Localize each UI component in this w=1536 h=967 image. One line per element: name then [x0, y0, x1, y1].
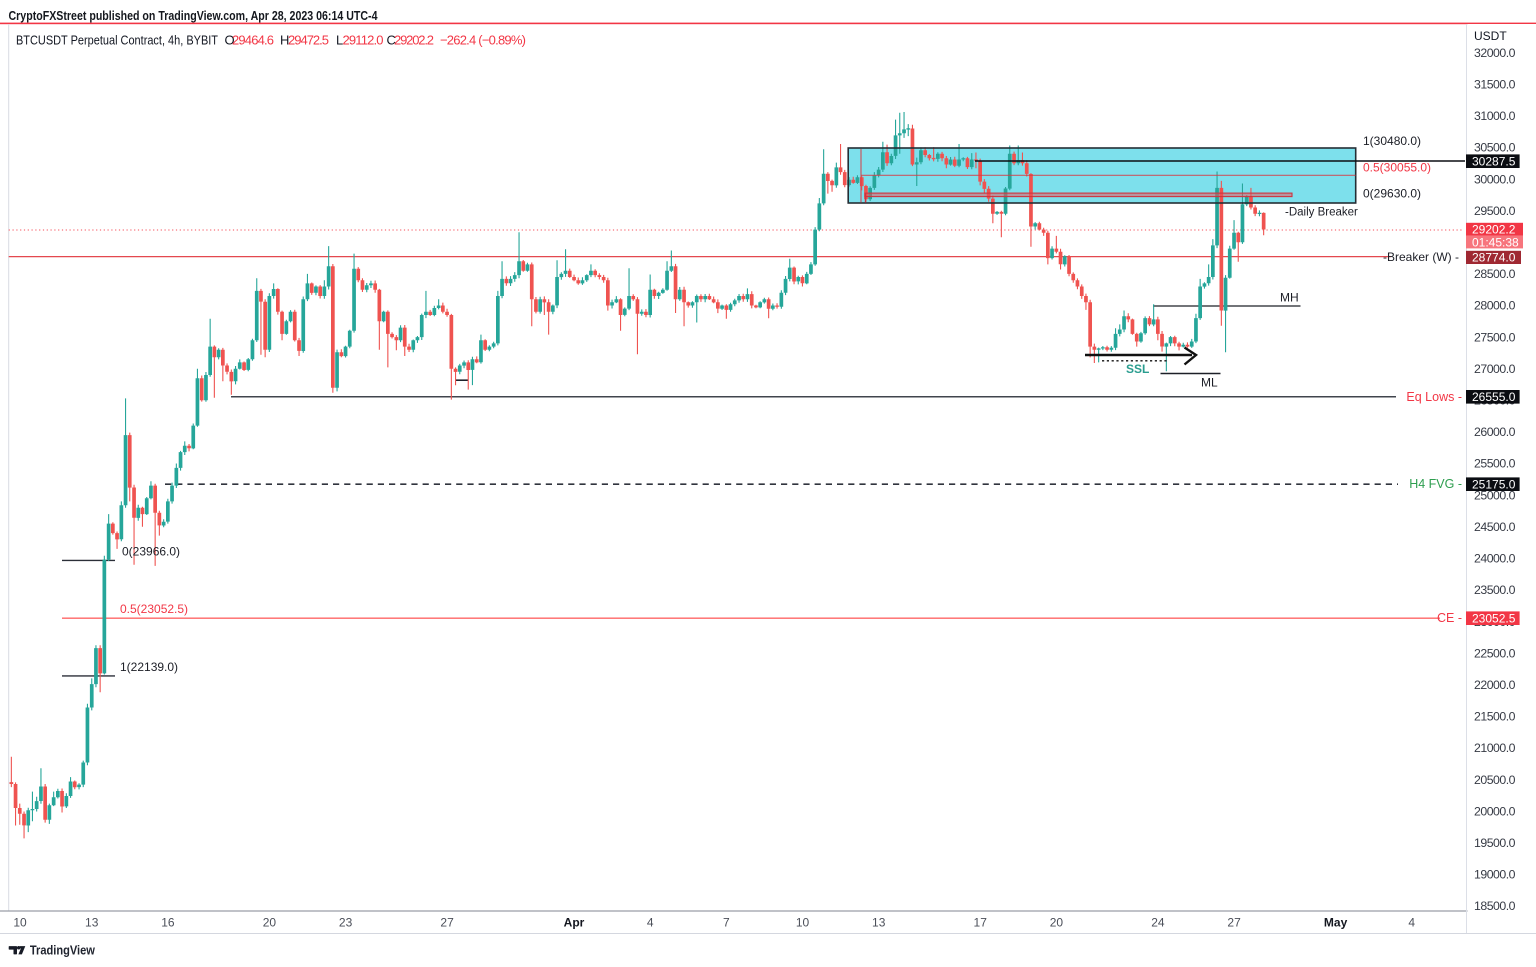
svg-text:27000.0: 27000.0: [1474, 362, 1516, 376]
svg-text:1(30480.0): 1(30480.0): [1363, 134, 1421, 148]
svg-text:10: 10: [796, 916, 810, 930]
svg-text:29202.2: 29202.2: [394, 33, 434, 48]
svg-text:0(23966.0): 0(23966.0): [122, 544, 180, 558]
svg-text:29112.0: 29112.0: [343, 33, 384, 48]
svg-text:7: 7: [723, 916, 730, 930]
svg-text:26555.0: 26555.0: [1472, 390, 1516, 404]
svg-text:29464.6: 29464.6: [232, 33, 274, 48]
svg-text:C: C: [387, 33, 396, 48]
svg-text:13: 13: [85, 916, 99, 930]
svg-text:CE -: CE -: [1437, 611, 1462, 625]
svg-text:23: 23: [339, 916, 353, 930]
svg-text:29472.5: 29472.5: [288, 33, 329, 48]
svg-text:32000.0: 32000.0: [1474, 46, 1516, 60]
svg-text:4: 4: [1408, 916, 1415, 930]
svg-text:TradingView: TradingView: [30, 943, 96, 958]
svg-text:USDT: USDT: [1474, 29, 1507, 43]
svg-text:28774.0: 28774.0: [1472, 251, 1516, 265]
svg-text:27: 27: [1227, 916, 1241, 930]
svg-text:20500.0: 20500.0: [1474, 773, 1516, 787]
svg-text:26000.0: 26000.0: [1474, 425, 1516, 439]
svg-text:30000.0: 30000.0: [1474, 172, 1516, 186]
svg-text:31000.0: 31000.0: [1474, 109, 1516, 123]
svg-text:18500.0: 18500.0: [1474, 899, 1516, 913]
svg-text:20: 20: [263, 916, 277, 930]
svg-text:20: 20: [1050, 916, 1064, 930]
svg-text:28000.0: 28000.0: [1474, 299, 1516, 313]
svg-text:27500.0: 27500.0: [1474, 330, 1516, 344]
svg-text:22000.0: 22000.0: [1474, 678, 1516, 692]
svg-text:21000.0: 21000.0: [1474, 741, 1516, 755]
svg-text:Apr: Apr: [564, 916, 585, 930]
svg-text:ML: ML: [1201, 376, 1218, 390]
svg-text:23052.5: 23052.5: [1472, 611, 1516, 625]
svg-text:25175.0: 25175.0: [1472, 477, 1516, 491]
svg-text:17: 17: [974, 916, 988, 930]
svg-text:4: 4: [647, 916, 654, 930]
svg-text:25500.0: 25500.0: [1474, 457, 1516, 471]
svg-text:BTCUSDT Perpetual Contract, 4h: BTCUSDT Perpetual Contract, 4h, BYBIT: [16, 33, 218, 48]
svg-text:MH: MH: [1280, 291, 1299, 305]
svg-text:19500.0: 19500.0: [1474, 836, 1516, 850]
svg-text:22500.0: 22500.0: [1474, 646, 1516, 660]
svg-text:29500.0: 29500.0: [1474, 204, 1516, 218]
svg-text:SSL: SSL: [1126, 362, 1149, 376]
svg-text:−262.4 (−0.89%): −262.4 (−0.89%): [440, 33, 526, 48]
svg-text:1(22139.0): 1(22139.0): [120, 660, 178, 674]
svg-text:May: May: [1324, 916, 1348, 930]
svg-text:0.5(30055.0): 0.5(30055.0): [1363, 161, 1431, 175]
svg-text:29202.2: 29202.2: [1472, 223, 1516, 237]
svg-text:0(29630.0): 0(29630.0): [1363, 187, 1421, 201]
svg-text:20000.0: 20000.0: [1474, 804, 1516, 818]
svg-text:-Breaker (W) -: -Breaker (W) -: [1383, 250, 1459, 264]
svg-text:30287.5: 30287.5: [1472, 154, 1516, 168]
svg-text:21500.0: 21500.0: [1474, 710, 1516, 724]
svg-text:O: O: [225, 33, 235, 48]
svg-text:10: 10: [13, 916, 27, 930]
svg-text:24500.0: 24500.0: [1474, 520, 1516, 534]
svg-text:CryptoFXStreet published on Tr: CryptoFXStreet published on TradingView.…: [9, 8, 379, 23]
svg-text:24000.0: 24000.0: [1474, 552, 1516, 566]
svg-text:30500.0: 30500.0: [1474, 141, 1516, 155]
svg-text:31500.0: 31500.0: [1474, 77, 1516, 91]
svg-text:H4 FVG -: H4 FVG -: [1409, 477, 1462, 491]
svg-text:L: L: [336, 33, 343, 48]
svg-text:28500.0: 28500.0: [1474, 267, 1516, 281]
svg-text:0.5(23052.5): 0.5(23052.5): [120, 602, 188, 616]
svg-text:H: H: [280, 33, 289, 48]
svg-text:01:45:38: 01:45:38: [1472, 235, 1519, 249]
svg-text:23500.0: 23500.0: [1474, 583, 1516, 597]
svg-text:13: 13: [872, 916, 886, 930]
svg-text:-Daily Breaker: -Daily Breaker: [1285, 207, 1358, 219]
svg-text:27: 27: [440, 916, 454, 930]
svg-text:19000.0: 19000.0: [1474, 868, 1516, 882]
svg-text:16: 16: [161, 916, 175, 930]
svg-text:25000.0: 25000.0: [1474, 488, 1516, 502]
svg-text:24: 24: [1151, 916, 1165, 930]
svg-text:Eq Lows -: Eq Lows -: [1406, 390, 1462, 404]
